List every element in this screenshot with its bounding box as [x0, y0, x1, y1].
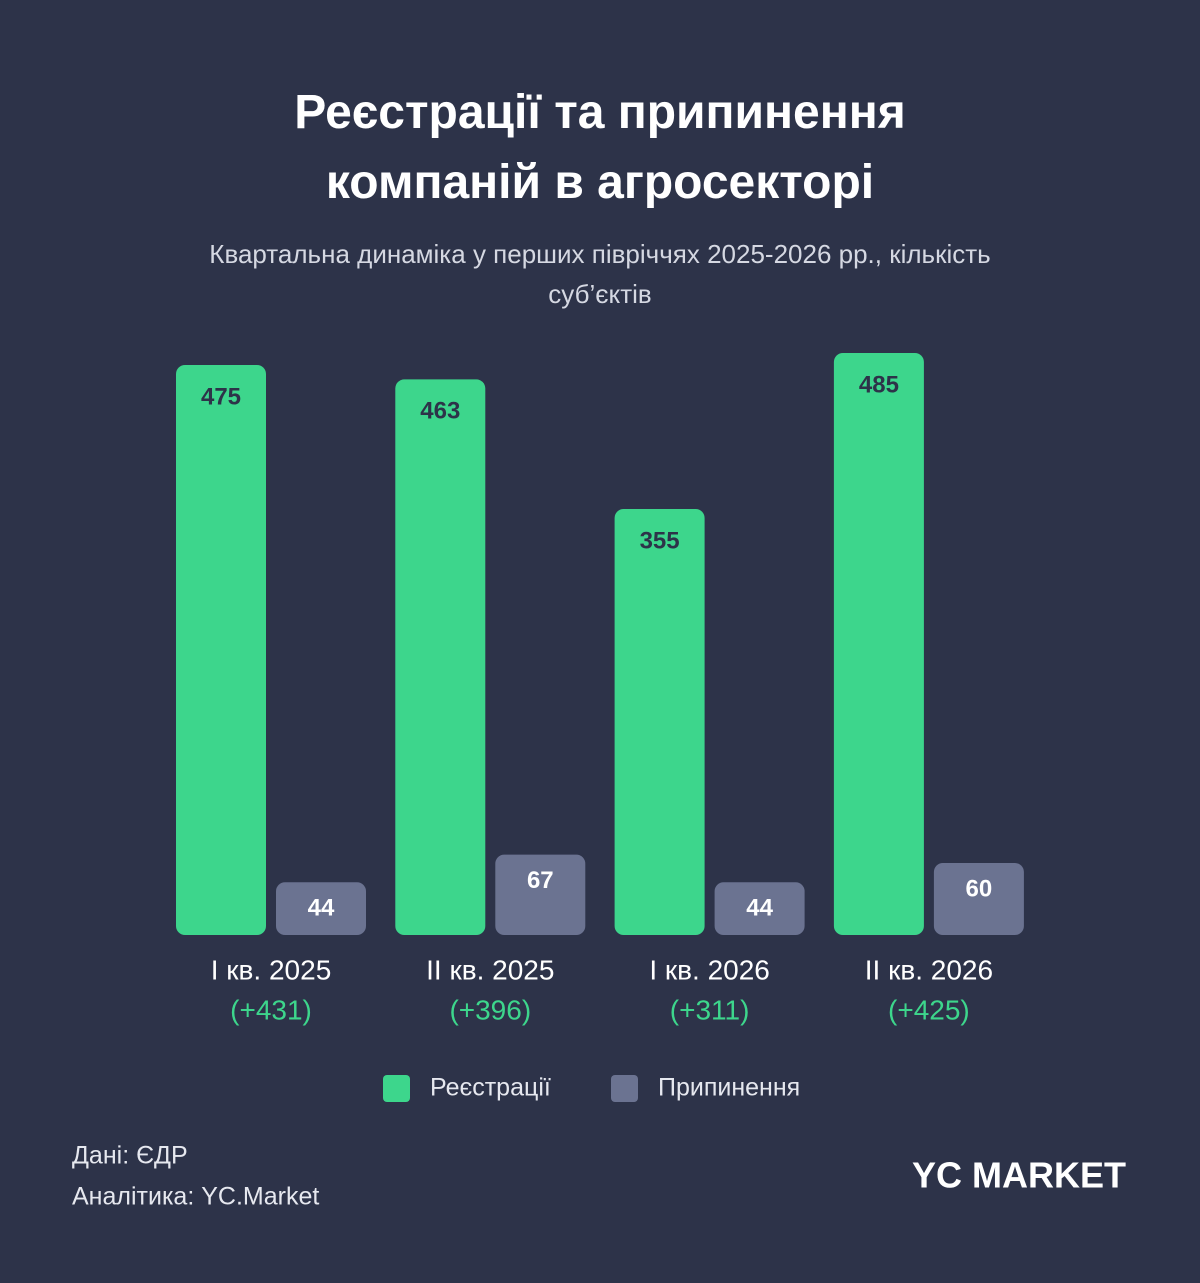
chart-subtitle: Квартальна динаміка у перших півріччях 2… — [209, 239, 991, 309]
x-tick-label: II кв. 2026 — [865, 954, 993, 985]
bar — [933, 863, 1024, 935]
chart-title: Реєстрації та припинення компаній в агро… — [294, 86, 906, 209]
value-label: 44 — [746, 895, 773, 922]
category-note: (+396) — [449, 994, 531, 1025]
legend-swatch — [611, 1075, 638, 1102]
value-label: 355 — [640, 527, 680, 554]
x-tick-label: I кв. 2025 — [211, 954, 332, 985]
bar — [714, 882, 805, 935]
analytics: Аналітика: YC.Market — [72, 1183, 319, 1211]
bar — [176, 365, 266, 935]
value-label: 60 — [966, 875, 993, 902]
bar — [833, 353, 924, 935]
legend-label: Реєстрації — [430, 1074, 551, 1102]
logo: YC MARKET — [912, 1155, 1126, 1196]
x-tick-label: I кв. 2026 — [649, 954, 770, 985]
bar — [495, 854, 586, 935]
value-label: 67 — [527, 867, 554, 894]
value-label: 475 — [201, 383, 241, 410]
category-note: (+431) — [230, 994, 312, 1025]
legend-swatch — [383, 1075, 410, 1102]
value-label: 485 — [859, 371, 899, 398]
category-note: (+311) — [670, 994, 750, 1025]
value-label: 44 — [308, 895, 335, 922]
source: Дані: ЄДР — [72, 1142, 188, 1170]
bar — [276, 882, 366, 935]
bar — [614, 509, 705, 935]
bar — [395, 379, 486, 935]
value-label: 463 — [420, 398, 460, 425]
x-tick-label: II кв. 2025 — [426, 954, 554, 985]
category-note: (+425) — [888, 994, 970, 1025]
legend-label: Припинення — [658, 1074, 800, 1102]
